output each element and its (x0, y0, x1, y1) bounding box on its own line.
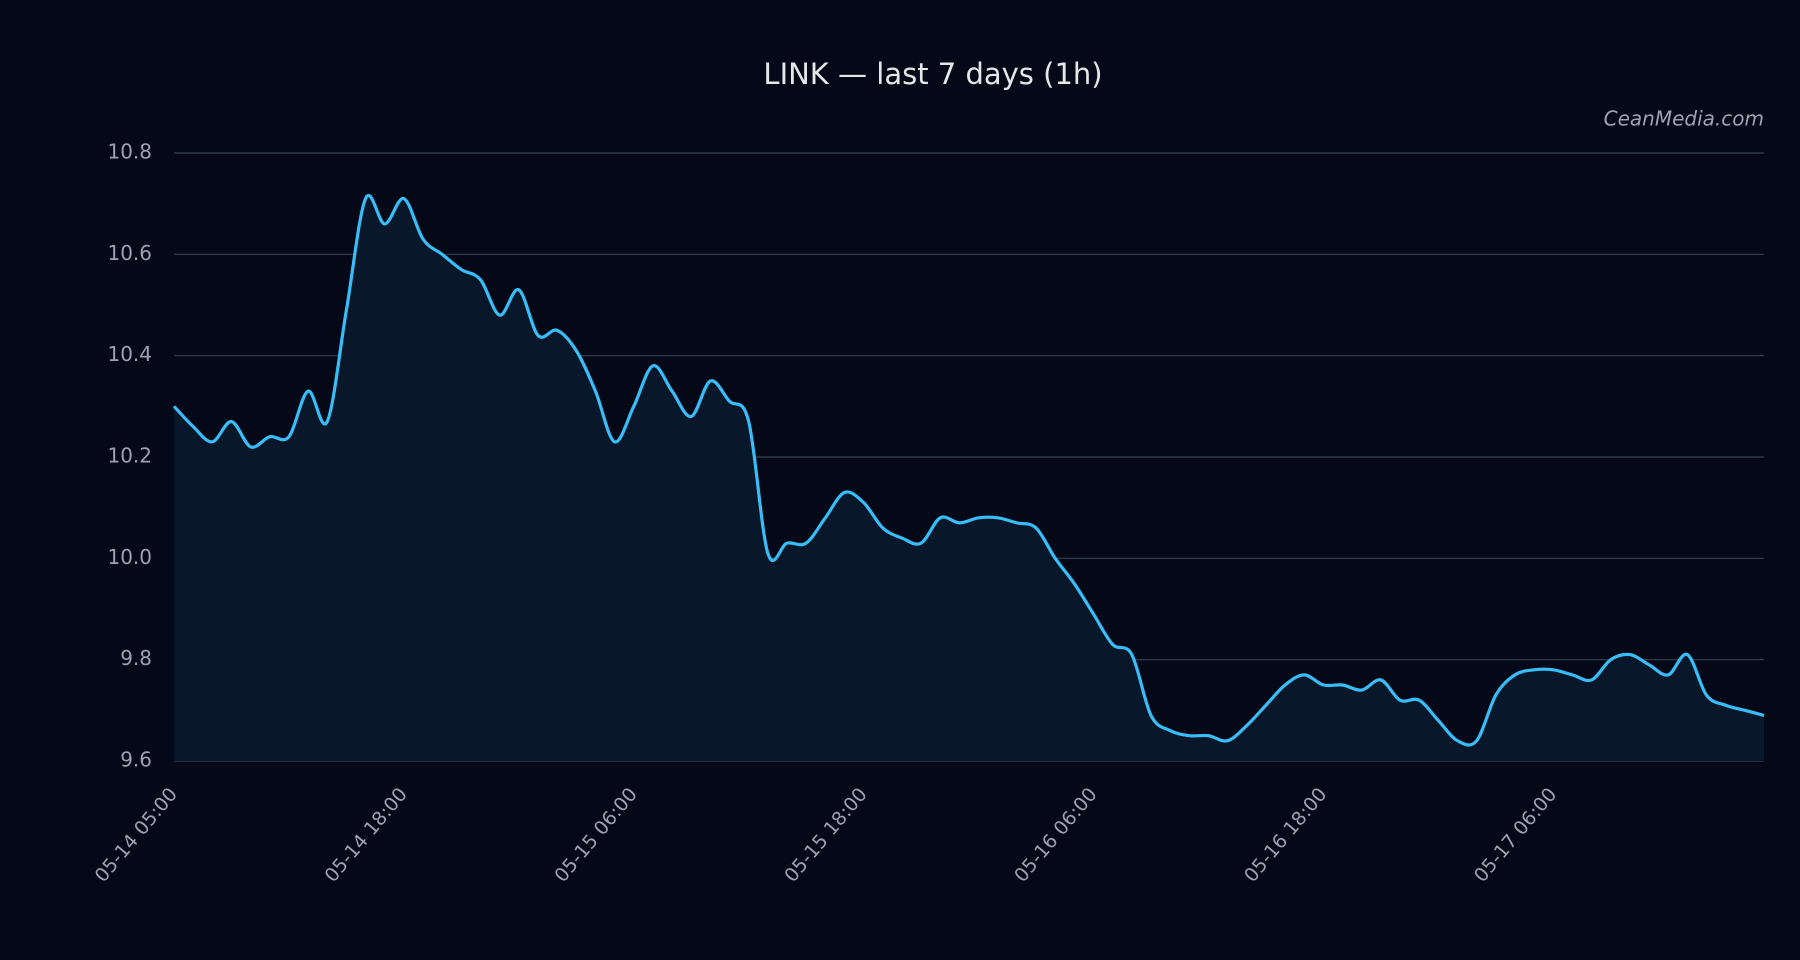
y-tick-label: 10.8 (107, 140, 152, 164)
chart-title: LINK — last 7 days (1h) (763, 57, 1102, 91)
y-tick-label: 10.2 (107, 444, 152, 468)
y-tick-label: 10.4 (107, 342, 152, 366)
y-tick-label: 9.8 (120, 646, 152, 670)
y-tick-label: 10.0 (107, 545, 152, 569)
area (174, 195, 1764, 762)
y-tick-label: 10.6 (107, 241, 152, 265)
watermark: CeanMedia.com (1604, 107, 1764, 131)
y-tick-label: 9.6 (120, 748, 152, 772)
line (172, 193, 1765, 747)
